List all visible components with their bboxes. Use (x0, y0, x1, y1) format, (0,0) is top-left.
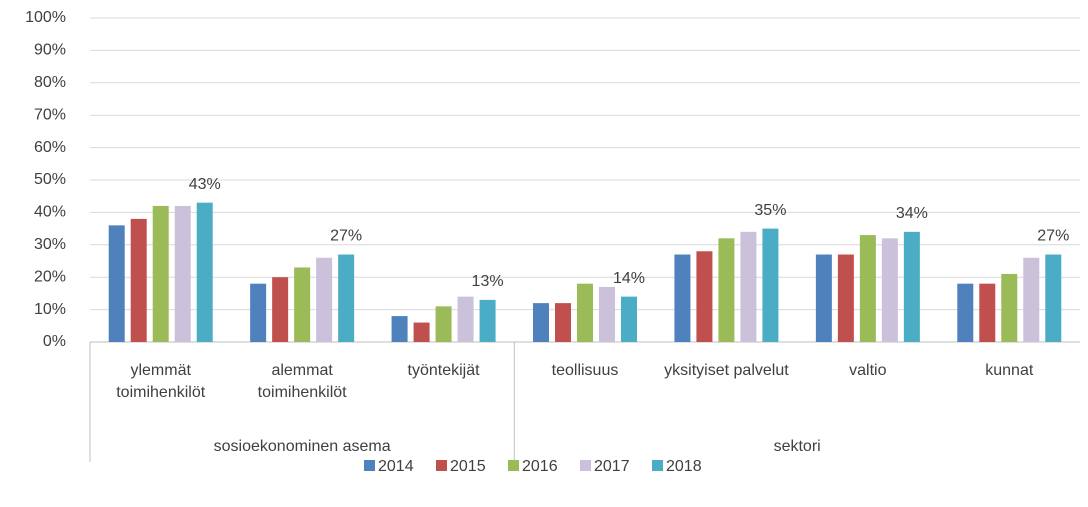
bar (881, 238, 898, 342)
bar (674, 254, 691, 342)
bar (533, 303, 549, 342)
data-label: 43% (189, 176, 221, 193)
bar (815, 254, 832, 342)
bar (1045, 254, 1062, 342)
x-tick-label: valtio (849, 362, 887, 379)
legend-swatch (436, 460, 447, 471)
bar (130, 218, 147, 342)
data-label: 13% (472, 273, 504, 290)
bar (196, 202, 213, 342)
bar (250, 283, 267, 342)
y-tick-label: 0% (43, 333, 66, 350)
bar (903, 231, 920, 342)
bar (272, 277, 289, 342)
data-label: 34% (896, 205, 928, 222)
bar (435, 306, 452, 342)
legend-swatch (508, 460, 519, 471)
legend-label: 2015 (450, 458, 486, 475)
y-tick-label: 30% (34, 236, 66, 253)
y-tick-label: 50% (34, 171, 66, 188)
y-tick-label: 80% (34, 74, 66, 91)
bar (599, 286, 615, 342)
y-tick-label: 40% (34, 204, 66, 221)
x-tick-label: yksityiset palvelut (664, 362, 789, 379)
data-label: 14% (613, 270, 645, 287)
bar (555, 303, 571, 342)
legend-label: 2016 (522, 458, 558, 475)
legend-label: 2017 (594, 458, 630, 475)
bar (316, 257, 333, 342)
bar (1023, 257, 1040, 342)
x-tick-label: kunnat (985, 362, 1034, 379)
x-tick-label: alemmat toimihenkilöt (257, 362, 347, 401)
bar (718, 238, 735, 342)
bar (479, 299, 496, 342)
group-label: sektori (774, 438, 821, 455)
bar (413, 322, 430, 342)
group-label: sosioekonominen asema (214, 438, 391, 455)
data-label: 35% (754, 202, 786, 219)
bar (152, 205, 169, 342)
bar (957, 283, 974, 342)
bar (391, 316, 408, 342)
bar (837, 254, 854, 342)
bar (762, 228, 779, 342)
bar (621, 296, 637, 342)
bar (174, 205, 191, 342)
bar (338, 254, 355, 342)
data-label: 27% (330, 228, 362, 245)
legend-swatch (364, 460, 375, 471)
y-tick-label: 10% (34, 301, 66, 318)
y-tick-label: 90% (34, 42, 66, 59)
bar (577, 283, 593, 342)
bar (1001, 273, 1018, 342)
legend-label: 2014 (378, 458, 414, 475)
data-label: 27% (1037, 228, 1069, 245)
y-tick-label: 70% (34, 106, 66, 123)
legend-swatch (652, 460, 663, 471)
y-tick-label: 60% (34, 139, 66, 156)
bar (979, 283, 996, 342)
y-tick-label: 100% (25, 9, 66, 26)
x-tick-label: teollisuus (551, 362, 619, 379)
x-tick-label: työntekijät (407, 362, 480, 379)
legend-label: 2018 (666, 458, 702, 475)
x-tick-label: ylemmät toimihenkilöt (116, 362, 206, 401)
bar (294, 267, 311, 342)
bar (457, 296, 474, 342)
bar (859, 235, 876, 342)
bar (740, 231, 757, 342)
bar (696, 251, 713, 342)
legend-swatch (580, 460, 591, 471)
y-tick-label: 20% (34, 268, 66, 285)
bar (108, 225, 125, 342)
